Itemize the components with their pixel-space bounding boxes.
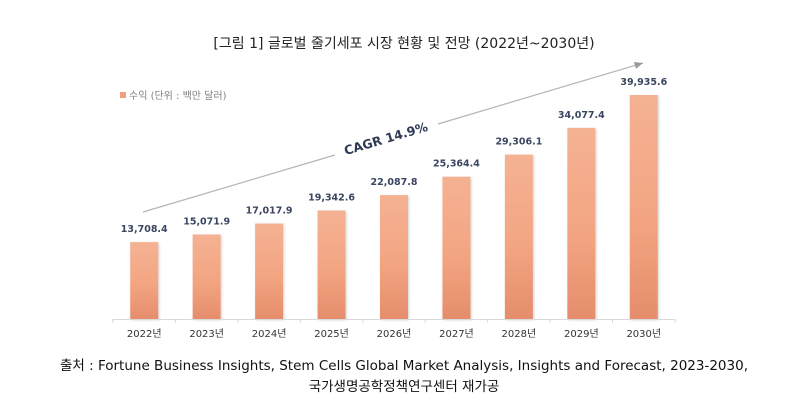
chart-title: [그림 1] 글로벌 줄기세포 시장 현황 및 전망 (2022년~2030년) xyxy=(213,36,595,52)
cagr-arrow-line-right xyxy=(437,61,644,125)
x-tick-label: 2023년 xyxy=(189,328,224,340)
data-label: 19,342.6 xyxy=(308,193,355,204)
x-tick-label: 2030년 xyxy=(626,328,661,340)
legend-label: 수익 (단위 : 백만 달러) xyxy=(129,91,227,102)
bar-2029 xyxy=(567,127,596,319)
bar-2026 xyxy=(380,195,408,319)
bar-2022 xyxy=(130,242,159,319)
bar-2025 xyxy=(317,210,346,319)
data-label: 22,087.8 xyxy=(371,177,418,188)
x-tick-label: 2027년 xyxy=(439,328,474,340)
data-label: 29,306.1 xyxy=(495,137,542,148)
x-tick-label: 2028년 xyxy=(502,328,537,340)
bar-2023 xyxy=(192,234,221,319)
legend: 수익 (단위 : 백만 달러) xyxy=(120,87,227,102)
bar-2030 xyxy=(629,95,658,319)
data-label: 25,364.4 xyxy=(433,159,480,170)
data-label: 34,077.4 xyxy=(558,110,605,121)
source-line-2: 국가생명공학정책연구센터 재가공 xyxy=(308,379,500,395)
source-note: 출처 : Fortune Business Insights, Stem Cel… xyxy=(0,356,808,398)
x-tick-label: 2029년 xyxy=(564,328,599,340)
legend-swatch xyxy=(120,91,126,98)
data-label: 39,935.6 xyxy=(620,77,667,88)
bar-2027 xyxy=(442,176,471,319)
cagr-label: CAGR 14.9% xyxy=(342,119,430,158)
bar-2024 xyxy=(255,223,284,319)
x-tick-label: 2022년 xyxy=(127,328,162,340)
x-tick-label: 2024년 xyxy=(252,328,287,340)
data-label: 17,017.9 xyxy=(246,206,293,217)
cagr-arrow-line-left xyxy=(142,154,336,213)
x-tick-label: 2026년 xyxy=(377,328,412,340)
x-tick-label: 2025년 xyxy=(314,328,349,340)
data-label: 15,071.9 xyxy=(183,216,230,227)
bar-2028 xyxy=(504,154,533,319)
source-line-1: 출처 : Fortune Business Insights, Stem Cel… xyxy=(59,358,748,374)
data-label: 13,708.4 xyxy=(121,224,168,235)
